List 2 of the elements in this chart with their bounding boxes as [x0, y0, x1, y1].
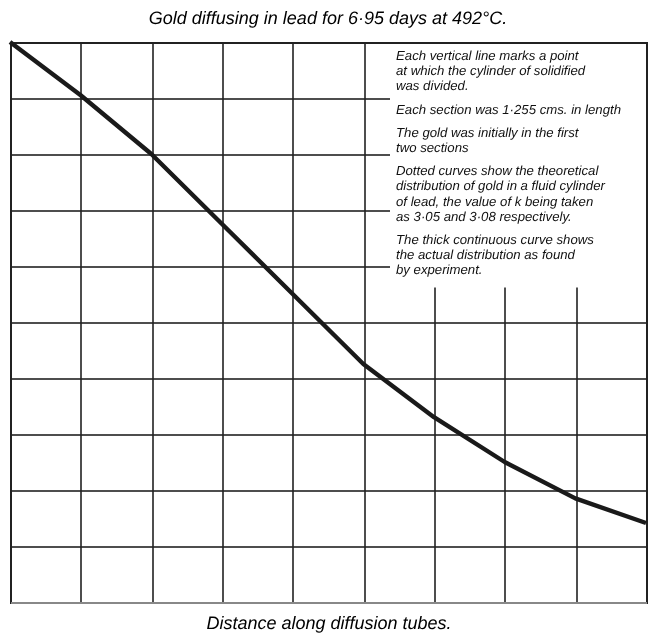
chart-title: Gold diffusing in lead for 6·95 days at 492°C.: [148, 7, 508, 28]
x-axis-title: Distance along diffusion tubes.: [206, 613, 452, 633]
